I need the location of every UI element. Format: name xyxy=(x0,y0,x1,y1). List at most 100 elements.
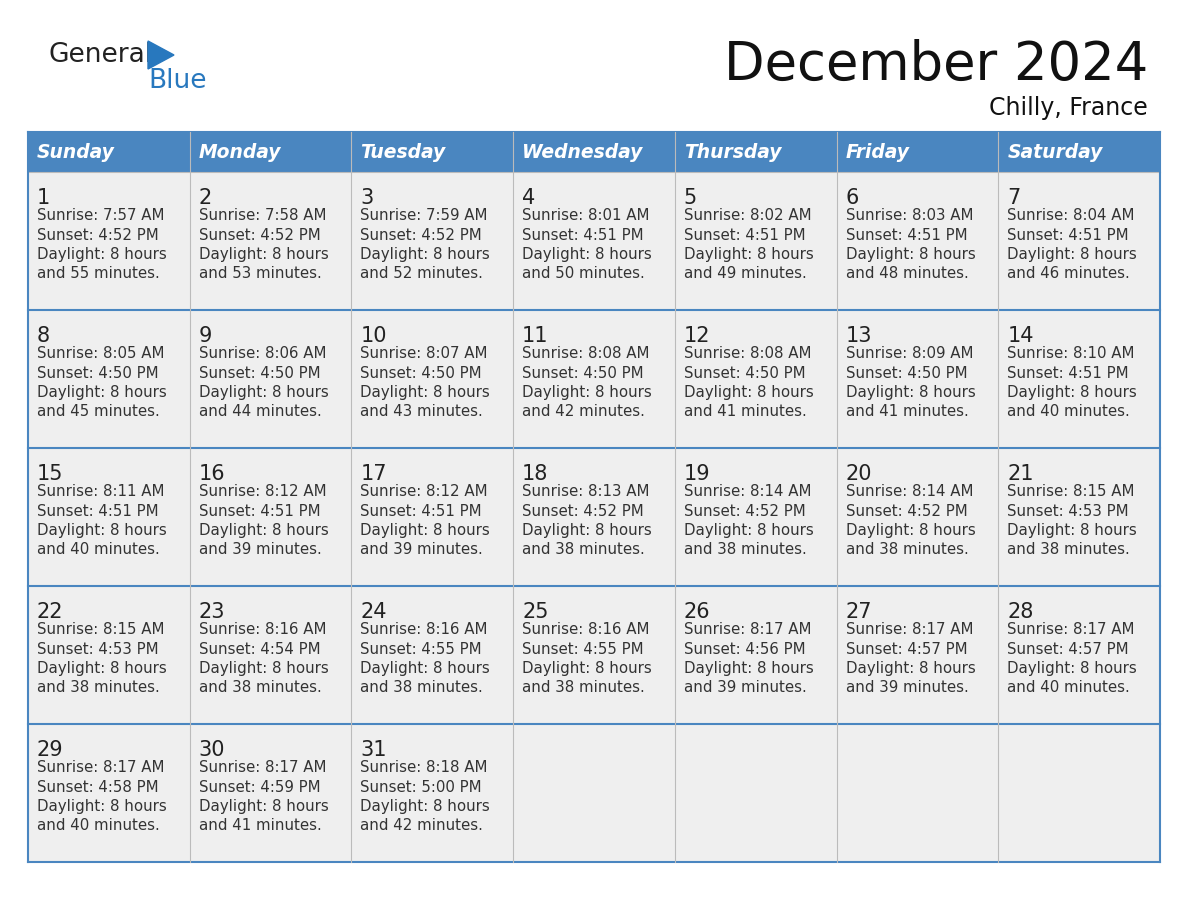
Text: General: General xyxy=(48,42,152,68)
Text: 30: 30 xyxy=(198,740,226,760)
Text: and 49 minutes.: and 49 minutes. xyxy=(684,266,807,282)
Text: Sunrise: 8:16 AM: Sunrise: 8:16 AM xyxy=(198,622,327,637)
Text: Sunrise: 8:10 AM: Sunrise: 8:10 AM xyxy=(1007,346,1135,361)
Text: and 39 minutes.: and 39 minutes. xyxy=(846,680,968,696)
Text: December 2024: December 2024 xyxy=(723,39,1148,91)
Text: 22: 22 xyxy=(37,602,63,622)
Bar xyxy=(29,586,1159,724)
Text: and 40 minutes.: and 40 minutes. xyxy=(37,543,159,557)
Text: and 53 minutes.: and 53 minutes. xyxy=(198,266,322,282)
Text: and 42 minutes.: and 42 minutes. xyxy=(360,819,484,834)
Text: Sunset: 4:52 PM: Sunset: 4:52 PM xyxy=(360,228,482,242)
Text: Sunrise: 8:08 AM: Sunrise: 8:08 AM xyxy=(523,346,650,361)
Text: Sunset: 4:51 PM: Sunset: 4:51 PM xyxy=(684,228,805,242)
Text: Sunset: 4:50 PM: Sunset: 4:50 PM xyxy=(360,365,482,380)
Text: and 40 minutes.: and 40 minutes. xyxy=(37,819,159,834)
Text: 26: 26 xyxy=(684,602,710,622)
Text: Daylight: 8 hours: Daylight: 8 hours xyxy=(523,523,652,538)
Text: 29: 29 xyxy=(37,740,64,760)
Text: Daylight: 8 hours: Daylight: 8 hours xyxy=(360,799,491,814)
Text: Sunset: 4:51 PM: Sunset: 4:51 PM xyxy=(523,228,644,242)
Text: Daylight: 8 hours: Daylight: 8 hours xyxy=(1007,385,1137,400)
Bar xyxy=(29,724,1159,862)
Text: Sunrise: 8:17 AM: Sunrise: 8:17 AM xyxy=(846,622,973,637)
Text: 27: 27 xyxy=(846,602,872,622)
Text: Sunset: 4:52 PM: Sunset: 4:52 PM xyxy=(846,503,967,519)
Text: 28: 28 xyxy=(1007,602,1034,622)
Polygon shape xyxy=(148,41,173,69)
Text: Chilly, France: Chilly, France xyxy=(990,96,1148,120)
Text: 10: 10 xyxy=(360,326,387,346)
Bar xyxy=(29,448,1159,586)
Text: 4: 4 xyxy=(523,188,536,208)
Text: Blue: Blue xyxy=(148,68,207,94)
Text: 15: 15 xyxy=(37,464,63,484)
Text: Sunset: 4:51 PM: Sunset: 4:51 PM xyxy=(198,503,321,519)
Text: and 39 minutes.: and 39 minutes. xyxy=(198,543,322,557)
Text: and 41 minutes.: and 41 minutes. xyxy=(198,819,322,834)
Text: Sunset: 4:50 PM: Sunset: 4:50 PM xyxy=(684,365,805,380)
Text: Monday: Monday xyxy=(198,142,282,162)
Text: Daylight: 8 hours: Daylight: 8 hours xyxy=(684,385,814,400)
Text: Sunset: 4:50 PM: Sunset: 4:50 PM xyxy=(37,365,159,380)
Bar xyxy=(29,132,1159,172)
Text: Sunrise: 8:15 AM: Sunrise: 8:15 AM xyxy=(1007,484,1135,499)
Text: Daylight: 8 hours: Daylight: 8 hours xyxy=(846,247,975,262)
Text: Daylight: 8 hours: Daylight: 8 hours xyxy=(684,247,814,262)
Text: Daylight: 8 hours: Daylight: 8 hours xyxy=(198,523,328,538)
Text: Saturday: Saturday xyxy=(1007,142,1102,162)
Text: Daylight: 8 hours: Daylight: 8 hours xyxy=(360,247,491,262)
Text: and 38 minutes.: and 38 minutes. xyxy=(360,680,484,696)
Text: Daylight: 8 hours: Daylight: 8 hours xyxy=(37,661,166,676)
Text: and 46 minutes.: and 46 minutes. xyxy=(1007,266,1130,282)
Text: Sunrise: 8:04 AM: Sunrise: 8:04 AM xyxy=(1007,208,1135,223)
Text: Daylight: 8 hours: Daylight: 8 hours xyxy=(37,523,166,538)
Text: and 50 minutes.: and 50 minutes. xyxy=(523,266,645,282)
Text: Daylight: 8 hours: Daylight: 8 hours xyxy=(360,385,491,400)
Text: and 39 minutes.: and 39 minutes. xyxy=(360,543,484,557)
Text: 23: 23 xyxy=(198,602,226,622)
Text: Sunrise: 8:08 AM: Sunrise: 8:08 AM xyxy=(684,346,811,361)
Text: 9: 9 xyxy=(198,326,213,346)
Text: and 43 minutes.: and 43 minutes. xyxy=(360,405,484,420)
Text: Sunset: 4:55 PM: Sunset: 4:55 PM xyxy=(523,642,644,656)
Text: 17: 17 xyxy=(360,464,387,484)
Text: Sunrise: 8:05 AM: Sunrise: 8:05 AM xyxy=(37,346,164,361)
Text: 8: 8 xyxy=(37,326,50,346)
Text: Sunrise: 8:15 AM: Sunrise: 8:15 AM xyxy=(37,622,164,637)
Text: Sunset: 4:51 PM: Sunset: 4:51 PM xyxy=(37,503,159,519)
Text: 7: 7 xyxy=(1007,188,1020,208)
Text: Sunset: 4:51 PM: Sunset: 4:51 PM xyxy=(1007,228,1129,242)
Text: and 38 minutes.: and 38 minutes. xyxy=(523,543,645,557)
Text: Sunday: Sunday xyxy=(37,142,115,162)
Text: Sunrise: 7:57 AM: Sunrise: 7:57 AM xyxy=(37,208,164,223)
Text: and 42 minutes.: and 42 minutes. xyxy=(523,405,645,420)
Text: and 52 minutes.: and 52 minutes. xyxy=(360,266,484,282)
Text: Sunset: 4:54 PM: Sunset: 4:54 PM xyxy=(198,642,321,656)
Text: Sunrise: 8:17 AM: Sunrise: 8:17 AM xyxy=(198,760,327,775)
Text: Sunrise: 8:02 AM: Sunrise: 8:02 AM xyxy=(684,208,811,223)
Text: Daylight: 8 hours: Daylight: 8 hours xyxy=(523,247,652,262)
Text: 2: 2 xyxy=(198,188,211,208)
Text: Friday: Friday xyxy=(846,142,910,162)
Text: Daylight: 8 hours: Daylight: 8 hours xyxy=(360,661,491,676)
Text: 31: 31 xyxy=(360,740,387,760)
Text: Sunset: 4:57 PM: Sunset: 4:57 PM xyxy=(846,642,967,656)
Text: Wednesday: Wednesday xyxy=(523,142,643,162)
Text: Sunrise: 8:16 AM: Sunrise: 8:16 AM xyxy=(360,622,488,637)
Text: 24: 24 xyxy=(360,602,387,622)
Text: Sunset: 4:58 PM: Sunset: 4:58 PM xyxy=(37,779,159,794)
Text: 18: 18 xyxy=(523,464,549,484)
Text: 1: 1 xyxy=(37,188,50,208)
Text: Sunset: 4:52 PM: Sunset: 4:52 PM xyxy=(198,228,321,242)
Text: 5: 5 xyxy=(684,188,697,208)
Text: Sunset: 4:50 PM: Sunset: 4:50 PM xyxy=(198,365,321,380)
Text: Sunrise: 8:17 AM: Sunrise: 8:17 AM xyxy=(1007,622,1135,637)
Text: Sunrise: 8:07 AM: Sunrise: 8:07 AM xyxy=(360,346,488,361)
Text: Sunrise: 7:59 AM: Sunrise: 7:59 AM xyxy=(360,208,488,223)
Text: Daylight: 8 hours: Daylight: 8 hours xyxy=(1007,247,1137,262)
Text: Sunrise: 7:58 AM: Sunrise: 7:58 AM xyxy=(198,208,327,223)
Text: Daylight: 8 hours: Daylight: 8 hours xyxy=(846,661,975,676)
Text: Daylight: 8 hours: Daylight: 8 hours xyxy=(360,523,491,538)
Text: Sunset: 4:52 PM: Sunset: 4:52 PM xyxy=(37,228,159,242)
